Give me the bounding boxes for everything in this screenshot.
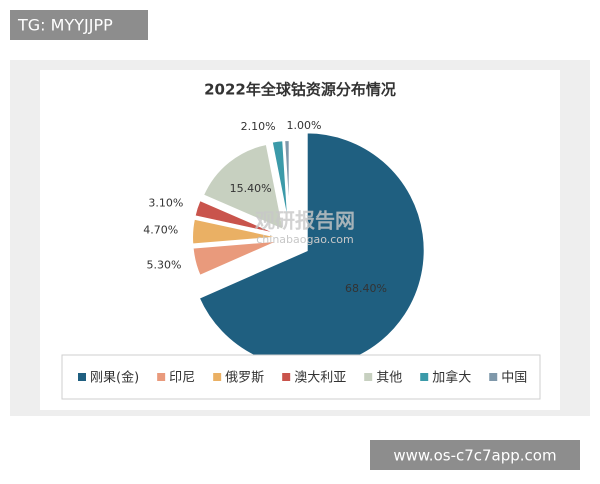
legend: 刚果(金) 印尼 俄罗斯 澳大利亚 其他 加拿大 中国 — [78, 370, 527, 386]
pie-slice — [283, 139, 291, 229]
legend-swatch — [489, 373, 498, 381]
data-label: 1.00% — [286, 119, 321, 132]
data-label: 3.10% — [148, 197, 183, 210]
pie-slice — [197, 131, 426, 370]
legend-label: 其他 — [376, 371, 402, 386]
data-label: 2.10% — [241, 120, 276, 133]
pie-slice — [201, 142, 286, 232]
legend-label: 加拿大 — [432, 370, 471, 386]
watermark-name: 观研报告网 — [255, 209, 355, 233]
data-label: 5.30% — [146, 259, 181, 272]
tag-text: TG: MYYJJPP — [17, 16, 113, 35]
footer-url: www.os-c7c7app.com — [393, 447, 556, 465]
data-label: 15.40% — [230, 182, 272, 195]
pie: 68.40% 5.30% 4.70% 3.10% 15.40% 2.10% 1.00% — [143, 119, 426, 370]
legend-swatch — [420, 373, 429, 381]
data-label: 68.40% — [345, 282, 387, 295]
legend-swatch — [213, 373, 222, 381]
legend-label: 印尼 — [169, 371, 195, 386]
legend-label: 俄罗斯 — [225, 371, 264, 386]
legend-box — [61, 354, 541, 400]
legend-swatch — [157, 373, 166, 381]
data-label: 4.70% — [143, 224, 178, 237]
legend-swatch — [78, 373, 86, 381]
legend-swatch — [364, 373, 373, 381]
legend-label: 澳大利亚 — [294, 370, 346, 386]
pie-slice — [193, 198, 281, 236]
tag-box — [10, 10, 148, 40]
legend-label: 中国 — [501, 371, 527, 386]
watermark-url: chinabaogao.com — [256, 233, 354, 246]
pie-slice — [191, 217, 281, 246]
legend-label: 刚果(金) — [90, 370, 139, 386]
legend-swatch — [282, 373, 291, 381]
chart-title: 2022年全球钴资源分布情况 — [204, 81, 396, 99]
footer-box — [370, 440, 580, 470]
pie-slice — [191, 239, 281, 278]
